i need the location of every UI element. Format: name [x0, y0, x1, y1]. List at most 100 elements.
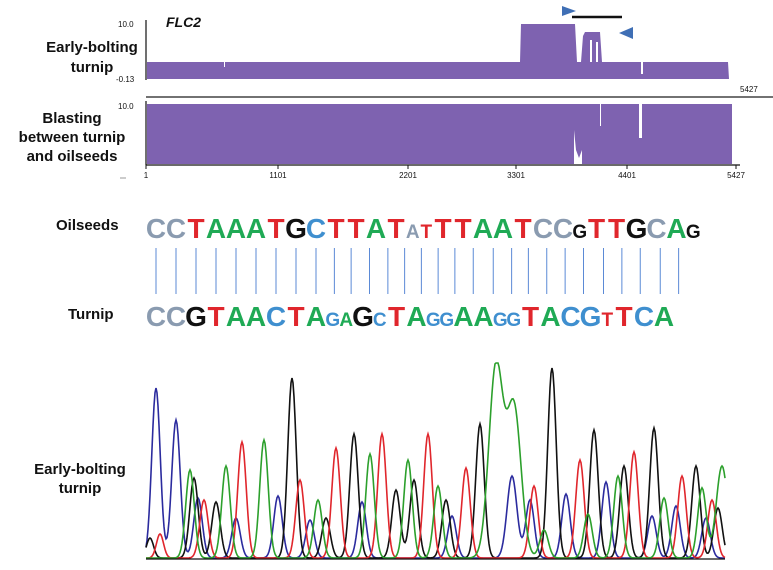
axis-tick-label: 5427: [727, 171, 745, 180]
sequence-base: A: [473, 301, 493, 332]
track1-labels: Early-bolting turnip: [46, 39, 138, 76]
track1-gap: [590, 40, 592, 62]
sequence-base: C: [266, 301, 286, 332]
reverse-primer-arrow: [619, 27, 633, 39]
sequence-base: C: [166, 213, 186, 244]
sequence-base: T: [434, 213, 451, 244]
sequence-base: G: [325, 310, 340, 331]
sequence-base: A: [493, 213, 513, 244]
sequence-base: G: [439, 310, 454, 331]
sequence-base: C: [560, 301, 580, 332]
track1-gap: [641, 62, 643, 74]
sequence-base: A: [406, 222, 420, 243]
position-axis-ticks: 1 1101 2201 3301 4401 5427: [144, 165, 745, 180]
track1-gap: [596, 42, 598, 62]
sequence-base: T: [420, 222, 432, 243]
track2-gap: [639, 104, 642, 138]
sequence-base: T: [387, 213, 404, 244]
sequence-base: G: [285, 213, 307, 244]
forward-primer-arrow: [562, 6, 576, 16]
sequence-base: A: [339, 310, 353, 331]
track1-end-label: 5427: [740, 85, 758, 94]
sequence-base: T: [601, 310, 613, 331]
sequence-base: A: [406, 301, 426, 332]
gene-label: FLC2: [166, 14, 201, 30]
track1-label-line2: turnip: [71, 59, 114, 76]
track1-coverage: [147, 24, 729, 79]
axis-tick-label: 4401: [618, 171, 636, 180]
track2-gap: [600, 104, 601, 126]
sequence-base: A: [366, 213, 386, 244]
sequence-base: T: [287, 301, 304, 332]
turnip-sequence: C CG T A A C T A G AGC T A GG A A GG T A CG T T C A: [146, 301, 674, 332]
sequence-base: T: [327, 213, 344, 244]
sequence-base: C: [146, 301, 166, 332]
sequence-base: C: [533, 213, 553, 244]
sequence-base: T: [454, 213, 471, 244]
sequence-base: G: [626, 213, 648, 244]
chromatogram-label-line1: Early-bolting: [34, 461, 126, 478]
sequence-base: T: [522, 301, 539, 332]
sequence-base: T: [514, 213, 531, 244]
sequence-base: G: [352, 301, 374, 332]
axis-tick-label: 1101: [269, 171, 287, 180]
sequence-base: C: [553, 213, 573, 244]
sequence-base: T: [388, 301, 405, 332]
track1-label-line1: Early-bolting: [46, 39, 138, 56]
track2-ymax-label: 10.0: [118, 102, 134, 111]
alignment-links: [155, 248, 680, 294]
sequence-base: G: [185, 301, 207, 332]
sequence-base: A: [473, 213, 493, 244]
track2-label-line1: Blasting: [42, 110, 101, 127]
sequence-base: A: [453, 301, 473, 332]
sequence-base: G: [493, 310, 508, 331]
sequence-base: A: [246, 213, 266, 244]
sequence-base: G: [426, 310, 441, 331]
track2-gap-fill: [574, 104, 582, 158]
oilseeds-sequence: C C T A A A T GC T T A T A T T T A A T C C G T T GC A G: [146, 213, 701, 244]
sequence-base: A: [246, 301, 266, 332]
axis-tick-label: 2201: [399, 171, 417, 180]
track1-gap: [224, 62, 225, 67]
sequence-base: G: [686, 222, 701, 243]
trace-blue: [145, 387, 725, 559]
trace-red: [146, 431, 726, 559]
sequence-base: T: [615, 301, 632, 332]
sequence-base: T: [207, 301, 224, 332]
sequence-base: C: [306, 213, 326, 244]
track1-ymax-label: 10.0: [118, 20, 134, 29]
sequence-base: G: [506, 310, 521, 331]
turnip-label: Turnip: [68, 306, 114, 323]
track2-coverage: [147, 104, 732, 164]
sequence-base: G: [572, 222, 587, 243]
axis-tick-label: 3301: [507, 171, 525, 180]
sequence-base: T: [267, 213, 284, 244]
sequence-base: A: [226, 301, 246, 332]
sequence-base: C: [146, 213, 166, 244]
sequence-base: A: [654, 301, 674, 332]
sequence-base: T: [588, 213, 605, 244]
track2-label-line2: between turnip: [19, 129, 126, 146]
sequence-base: A: [206, 213, 226, 244]
sequence-base: A: [306, 301, 326, 332]
sequence-base: C: [373, 310, 387, 331]
sequence-base: A: [666, 213, 686, 244]
oilseeds-label: Oilseeds: [56, 217, 119, 234]
chromatogram-label-line2: turnip: [59, 480, 102, 497]
sequence-base: C: [646, 213, 666, 244]
sequence-base: C: [166, 301, 186, 332]
sequence-base: G: [580, 301, 602, 332]
sequence-base: T: [608, 213, 625, 244]
track2-label-line3: and oilseeds: [27, 148, 118, 165]
sequence-base: A: [540, 301, 560, 332]
axis-tick-label: 1: [144, 171, 149, 180]
sequence-base: T: [347, 213, 364, 244]
sequence-base: T: [187, 213, 204, 244]
trace-green: [146, 362, 726, 559]
chromatogram-traces: [145, 362, 726, 559]
sequence-base: C: [634, 301, 654, 332]
track1-ymin-label: -0.13: [116, 75, 135, 84]
track2-labels: Blasting between turnip and oilseeds: [19, 110, 126, 165]
sequence-base: A: [226, 213, 246, 244]
